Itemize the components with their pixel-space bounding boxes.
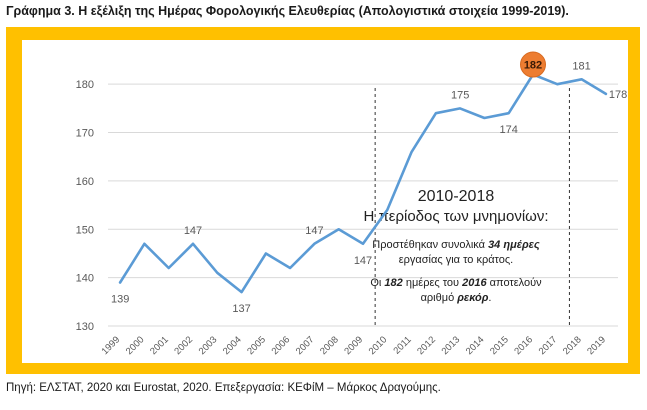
x-tick-labels: 1999 2000 2001 2002 2003 2004 2005 2006 2007 2008…	[100, 334, 608, 357]
x-tick-2011: 2011	[391, 334, 413, 356]
data-label-2007: 147	[305, 225, 323, 237]
annotation-note-record-line2: αριθμό ρεκόρ.	[421, 292, 492, 304]
x-tick-2019: 2019	[585, 334, 608, 357]
x-tick-2014: 2014	[464, 334, 487, 357]
x-tick-2009: 2009	[342, 334, 365, 357]
x-tick-2004: 2004	[221, 334, 244, 357]
x-tick-2003: 2003	[197, 334, 220, 357]
series-line	[118, 73, 608, 294]
data-label-2016: 182	[524, 60, 542, 72]
y-tick-labels: 130 140 150 160 170 180	[76, 79, 94, 333]
y-tick-140: 140	[76, 273, 94, 285]
data-label-2004: 137	[232, 303, 250, 315]
source-note: Πηγή: ΕΛΣΤΑΤ, 2020 και Eurostat, 2020. Ε…	[6, 382, 441, 394]
period-annotation: 2010-2018 Η περίοδος των μνημονίων: Προσ…	[363, 188, 548, 304]
figure-title: Γράφημα 3. Η εξέλιξη της Ημέρας Φορολογι…	[6, 4, 569, 18]
data-label-2019: 178	[609, 89, 627, 101]
y-tick-170: 170	[76, 128, 94, 140]
x-tick-2001: 2001	[148, 334, 171, 357]
highlight-marker-2016	[520, 51, 546, 78]
x-tick-2000: 2000	[124, 334, 147, 357]
x-tick-2006: 2006	[270, 334, 293, 357]
x-tick-2010: 2010	[367, 334, 390, 357]
data-label-2015: 174	[500, 124, 518, 136]
data-labels: 139 147 137 147 147 175 174 182 181 178	[111, 51, 627, 315]
chart-frame: 130 140 150 160 170 180 1999 2000 2001 2002 2003 2…	[6, 27, 640, 374]
x-tick-2016: 2016	[512, 334, 535, 357]
x-tick-2015: 2015	[488, 334, 511, 357]
annotation-note-days-line1: Προστέθηκαν συνολικά 34 ημέρες	[372, 239, 540, 251]
y-tick-130: 130	[76, 321, 94, 333]
x-tick-2008: 2008	[318, 334, 341, 357]
data-label-2002: 147	[184, 225, 202, 237]
period-markers	[374, 88, 570, 326]
x-tick-2012: 2012	[415, 334, 438, 357]
y-tick-160: 160	[76, 176, 94, 188]
x-tick-1999: 1999	[100, 334, 123, 357]
x-tick-2017: 2017	[537, 334, 560, 357]
annotation-note-record-line1: Οι 182 ημέρες του 2016 αποτελούν	[370, 277, 542, 289]
data-label-2009: 147	[354, 255, 372, 267]
data-label-2018: 181	[572, 60, 590, 72]
annotation-note-days-line2: εργασίας για το κράτος.	[399, 254, 513, 266]
y-tick-150: 150	[76, 224, 94, 236]
x-tick-2002: 2002	[172, 334, 195, 357]
x-tick-2007: 2007	[294, 334, 317, 357]
data-label-2013: 175	[451, 89, 469, 101]
data-label-1999: 139	[111, 293, 129, 305]
annotation-heading-years: 2010-2018	[418, 188, 495, 205]
annotation-heading-period: Η περίοδος των μνημονίων:	[363, 208, 548, 225]
x-tick-2005: 2005	[245, 334, 268, 357]
y-tick-180: 180	[76, 79, 94, 91]
chart-panel: 130 140 150 160 170 180 1999 2000 2001 2002 2003 2…	[22, 40, 628, 363]
series-polyline	[118, 73, 608, 294]
x-tick-2018: 2018	[561, 334, 584, 357]
gridlines	[108, 83, 618, 327]
x-tick-2013: 2013	[440, 334, 463, 357]
